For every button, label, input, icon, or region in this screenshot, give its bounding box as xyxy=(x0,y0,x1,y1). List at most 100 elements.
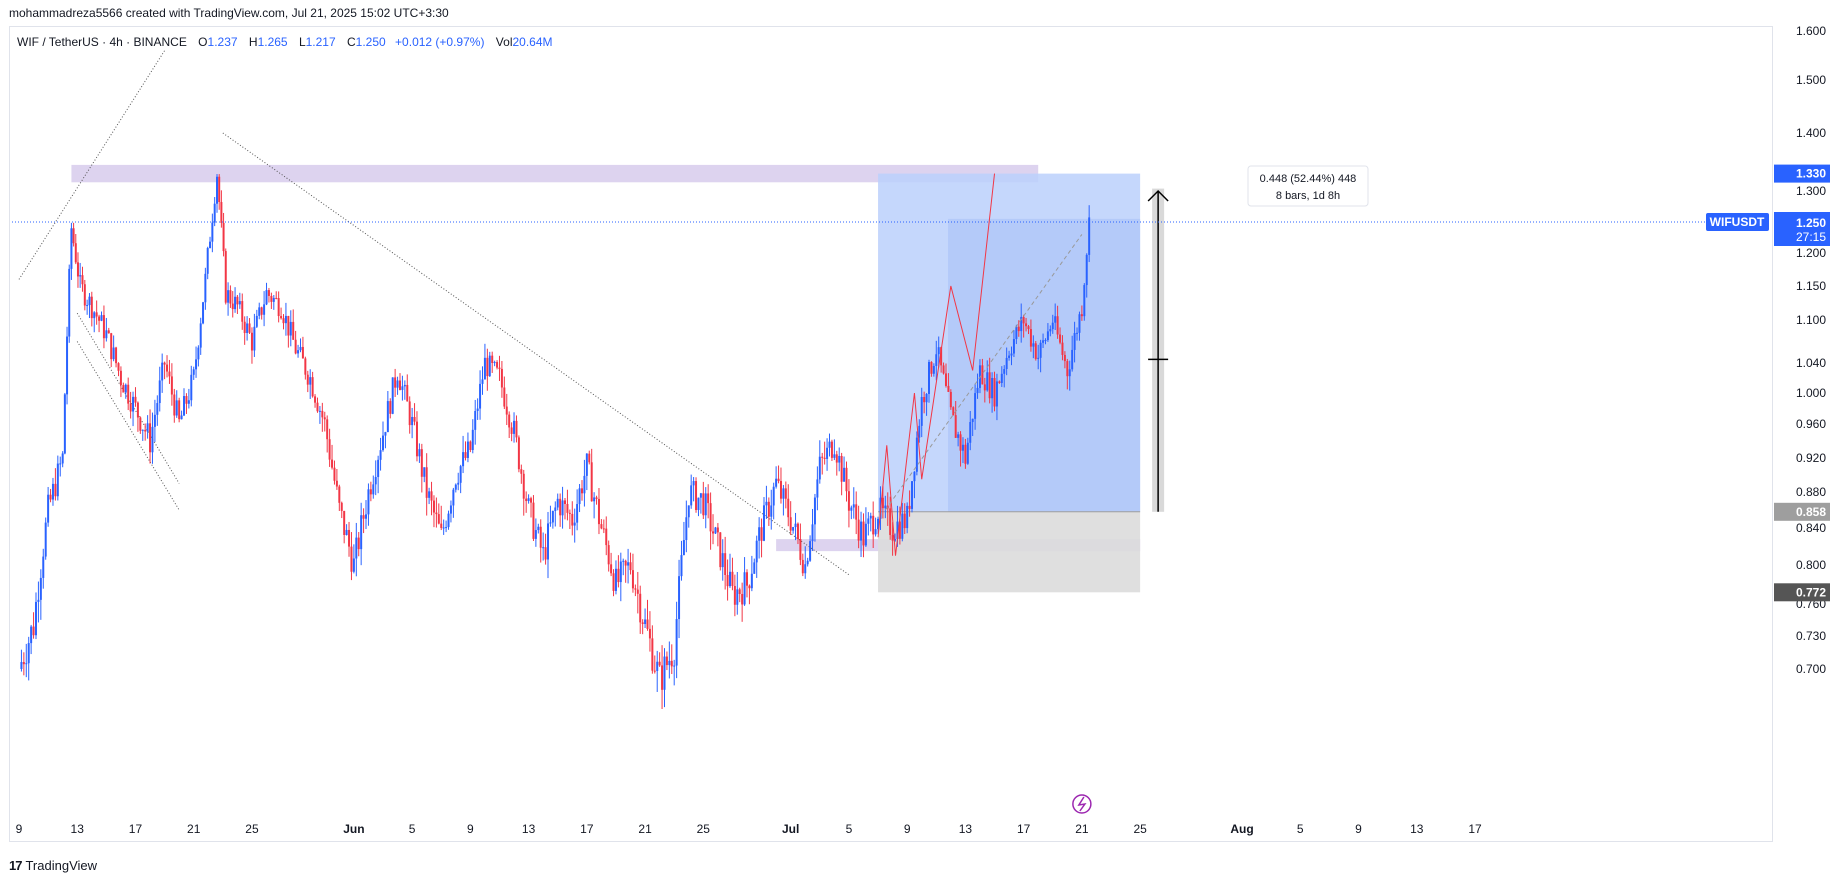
candle-body xyxy=(476,408,479,412)
candle-body xyxy=(328,439,331,460)
candle-body xyxy=(56,463,59,497)
candle-body xyxy=(549,522,552,524)
candle-body xyxy=(406,384,409,402)
filled-zone xyxy=(948,218,1141,512)
candle-body xyxy=(435,512,438,515)
last-price-badge xyxy=(1774,212,1830,246)
candle-body xyxy=(595,497,598,499)
candle-body xyxy=(187,400,190,404)
candle-body xyxy=(877,518,880,530)
candle-body xyxy=(1083,285,1086,317)
time-tick-label: 9 xyxy=(1355,822,1362,836)
candle-body xyxy=(911,481,914,509)
candle-body xyxy=(974,393,977,419)
candle-body xyxy=(1000,373,1003,384)
candle-body xyxy=(930,361,933,374)
candle-body xyxy=(442,527,445,529)
last-price-value: 1.250 xyxy=(1796,216,1826,230)
candle-body xyxy=(551,510,554,523)
candle-body xyxy=(134,396,137,403)
candle-body xyxy=(486,357,489,377)
candle-body xyxy=(224,251,227,303)
tradingview-footer[interactable]: 17 TradingView xyxy=(9,858,97,873)
candle-body xyxy=(935,354,938,366)
candle-body xyxy=(250,332,253,351)
candle-body xyxy=(432,500,435,513)
candle-body xyxy=(1085,254,1088,286)
candle-body xyxy=(246,323,249,334)
price-tick-label: 1.150 xyxy=(1796,279,1826,293)
candle-body xyxy=(158,380,161,404)
symbol-title[interactable]: WIF / TetherUS · 4h · BINANCE xyxy=(17,35,187,49)
candle-body xyxy=(389,401,392,414)
candle-body xyxy=(607,545,610,565)
candle-body xyxy=(682,540,685,556)
candle-body xyxy=(420,449,423,477)
candle-body xyxy=(449,505,452,514)
time-tick-label: 9 xyxy=(467,822,474,836)
candle-body xyxy=(314,396,317,403)
candle-body xyxy=(998,381,1001,384)
candle-body xyxy=(522,473,525,499)
candle-body xyxy=(765,501,768,506)
candle-body xyxy=(843,467,846,482)
candle-body xyxy=(704,493,707,516)
candle-body xyxy=(942,365,945,374)
candle-body xyxy=(787,498,790,518)
candle-body xyxy=(918,425,921,438)
candle-body xyxy=(857,519,860,541)
candle-body xyxy=(396,380,399,388)
candle-body xyxy=(384,432,387,436)
candle-body xyxy=(845,467,848,492)
candle-body xyxy=(983,384,986,391)
candle-body xyxy=(260,307,263,315)
candle-body xyxy=(840,455,843,482)
candle-body xyxy=(847,491,850,511)
candle-body xyxy=(894,539,897,541)
measure-arrow-head xyxy=(1147,189,1169,202)
candle-body xyxy=(673,665,676,667)
candle-body xyxy=(321,410,324,418)
candle-body xyxy=(602,528,605,530)
candle-body xyxy=(70,228,73,269)
candle-body xyxy=(794,523,797,528)
candle-body xyxy=(481,379,484,384)
candle-body xyxy=(571,513,574,526)
candle-body xyxy=(238,301,241,305)
candle-body xyxy=(991,377,994,399)
candle-body xyxy=(731,571,734,586)
candle-body xyxy=(583,475,586,494)
candle-body xyxy=(180,415,183,420)
candle-body xyxy=(784,488,787,499)
candle-body xyxy=(343,510,346,535)
candle-body xyxy=(898,521,901,539)
candle-body xyxy=(580,488,583,494)
candle-body xyxy=(466,441,469,458)
high-label: H xyxy=(248,35,258,49)
volume-value: 20.64M xyxy=(512,35,553,49)
candle-body xyxy=(437,514,440,524)
candle-body xyxy=(799,538,802,560)
candle-body xyxy=(316,402,319,412)
tradingview-logo-icon: 17 xyxy=(9,858,23,873)
candle-body xyxy=(195,359,198,370)
candle-body xyxy=(724,553,727,575)
candle-body xyxy=(74,243,77,263)
candle-body xyxy=(183,396,186,416)
candle-body xyxy=(864,523,867,546)
candle-body xyxy=(891,534,894,541)
candle-body xyxy=(852,504,855,508)
candle-body xyxy=(993,377,996,407)
candle-body xyxy=(554,507,557,511)
candle-body xyxy=(770,505,773,517)
candle-body xyxy=(564,500,566,504)
candle-body xyxy=(1025,323,1028,327)
candlestick-chart[interactable]: 0.448 (52.44%) 448 8 bars, 1d 8h 1.600 1.50… xyxy=(0,26,1835,842)
candle-body xyxy=(297,350,300,354)
candle-body xyxy=(362,515,365,519)
candle-body xyxy=(971,418,974,423)
projection-dashed-line xyxy=(884,234,1083,511)
candle-body xyxy=(597,498,600,525)
price-tick-label: 1.000 xyxy=(1796,386,1826,400)
low-value: 1.217 xyxy=(305,35,336,49)
